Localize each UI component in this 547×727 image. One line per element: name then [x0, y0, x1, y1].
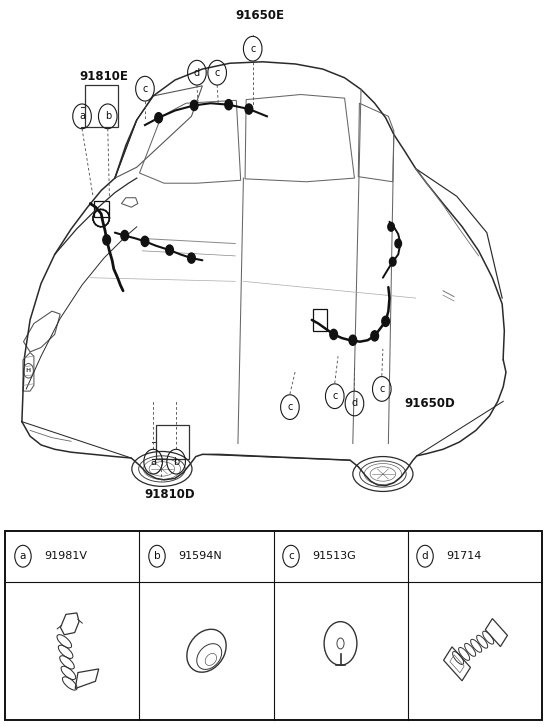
Bar	[156, 425, 189, 459]
Text: a: a	[150, 457, 156, 467]
Text: c: c	[214, 68, 220, 78]
Circle shape	[349, 335, 357, 345]
Circle shape	[382, 316, 389, 326]
Text: a: a	[79, 111, 85, 121]
Circle shape	[245, 104, 253, 114]
Circle shape	[103, 235, 110, 245]
Text: b: b	[104, 111, 111, 121]
Text: 91650E: 91650E	[235, 9, 284, 23]
Circle shape	[395, 239, 401, 248]
Text: c: c	[142, 84, 148, 94]
Text: 91714: 91714	[446, 551, 481, 561]
Text: 91981V: 91981V	[44, 551, 87, 561]
Bar	[5, 531, 542, 720]
Circle shape	[389, 257, 396, 266]
Circle shape	[155, 113, 162, 123]
Text: 91650D: 91650D	[405, 397, 456, 410]
Text: c: c	[250, 44, 255, 54]
Bar	[85, 85, 118, 127]
Circle shape	[371, 331, 379, 341]
Text: b: b	[154, 551, 160, 561]
Text: d: d	[351, 398, 358, 409]
Text: d: d	[194, 68, 200, 78]
Text: c: c	[332, 391, 337, 401]
Circle shape	[166, 245, 173, 255]
Circle shape	[330, 329, 337, 340]
Text: 91594N: 91594N	[178, 551, 222, 561]
Text: c: c	[288, 551, 294, 561]
Text: 91810E: 91810E	[79, 70, 128, 83]
Circle shape	[225, 100, 232, 110]
Circle shape	[388, 222, 394, 231]
Text: a: a	[20, 551, 26, 561]
Text: c: c	[379, 384, 385, 394]
Circle shape	[141, 236, 149, 246]
Text: 91513G: 91513G	[312, 551, 356, 561]
Circle shape	[121, 230, 129, 241]
Text: d: d	[422, 551, 428, 561]
Circle shape	[190, 100, 198, 111]
Text: H: H	[26, 369, 31, 373]
Text: 91810D: 91810D	[144, 488, 195, 501]
Circle shape	[188, 253, 195, 263]
Text: c: c	[287, 402, 293, 412]
Bar	[94, 201, 109, 217]
Bar	[313, 309, 327, 331]
Text: b: b	[173, 457, 179, 467]
